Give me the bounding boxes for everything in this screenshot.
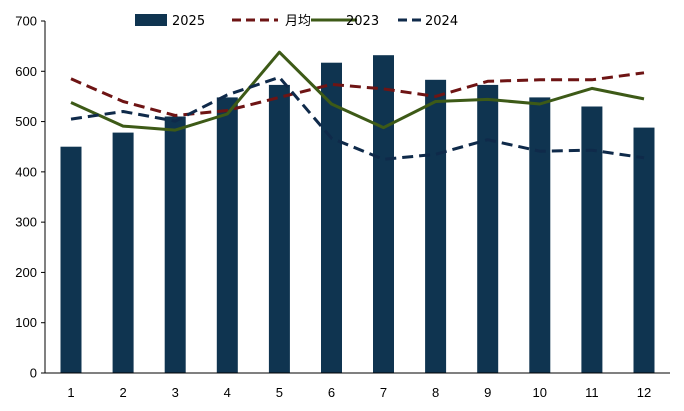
bar-2025-4 <box>216 97 238 374</box>
y-tick-label-200: 200 <box>15 265 37 280</box>
y-tick-label-500: 500 <box>15 114 37 129</box>
legend-label-2025: 2025 <box>172 14 205 29</box>
x-tick-label-12: 12 <box>637 385 651 400</box>
bar-2025-2 <box>112 132 134 373</box>
bars-layer <box>60 55 655 374</box>
y-tick-label-100: 100 <box>15 315 37 330</box>
bar-2025-3 <box>164 116 186 373</box>
line-series-2024 <box>70 75 645 161</box>
x-tick-label-6: 6 <box>328 385 335 400</box>
legend-label-2024: 2024 <box>425 14 458 29</box>
x-tick-label-1: 1 <box>67 385 74 400</box>
y-tick-label-300: 300 <box>15 215 37 230</box>
x-tick-label-5: 5 <box>276 385 283 400</box>
bar-2025-11 <box>581 106 603 373</box>
y-tick-label-400: 400 <box>15 164 37 179</box>
line-series-2023 <box>70 50 645 132</box>
legend-label-2023: 2023 <box>346 14 379 29</box>
x-tick-label-4: 4 <box>224 385 231 400</box>
bar-2025-1 <box>60 146 82 373</box>
x-tick-label-8: 8 <box>432 385 439 400</box>
x-tick-label-9: 9 <box>484 385 491 400</box>
x-tick-label-10: 10 <box>533 385 547 400</box>
x-tick-label-2: 2 <box>120 385 127 400</box>
x-tick-label-3: 3 <box>172 385 179 400</box>
legend-swatch-2025 <box>135 14 167 26</box>
x-tick-label-7: 7 <box>380 385 387 400</box>
bar-2025-6 <box>321 62 342 373</box>
lines-layer <box>70 50 645 161</box>
bar-2025-5 <box>268 84 290 374</box>
bar-2025-9 <box>477 84 499 374</box>
bar-2025-12 <box>633 127 655 373</box>
bar-2025-10 <box>529 97 551 374</box>
x-tick-label-11: 11 <box>585 385 599 400</box>
line-series-月均 <box>70 71 645 117</box>
bar-2025-8 <box>425 79 447 374</box>
bar-2025-7 <box>373 55 394 373</box>
legend: 2025 月均 2023 2024 <box>135 14 458 29</box>
legend-label-月均: 月均 <box>285 14 311 29</box>
y-tick-label-700: 700 <box>15 14 37 29</box>
y-tick-label-600: 600 <box>15 64 37 79</box>
y-tick-label-0: 0 <box>30 366 37 381</box>
